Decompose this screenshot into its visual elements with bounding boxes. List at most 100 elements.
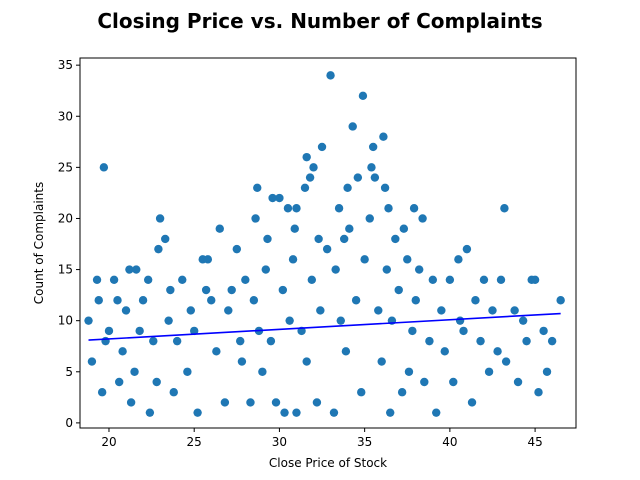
data-point	[246, 398, 255, 407]
y-axis-label: Count of Complaints	[32, 182, 46, 304]
x-tick-label: 20	[101, 435, 116, 449]
data-point	[201, 285, 211, 295]
data-point	[275, 193, 284, 203]
data-point	[476, 336, 485, 346]
data-point	[501, 357, 511, 366]
data-point	[227, 285, 236, 295]
data-point	[425, 336, 434, 346]
data-point	[380, 183, 390, 193]
data-point	[154, 244, 163, 254]
data-point	[397, 388, 407, 397]
data-point	[358, 91, 368, 101]
data-point	[145, 408, 155, 417]
data-point	[126, 398, 136, 407]
data-point	[193, 408, 202, 417]
y-tick-label: 0	[65, 416, 73, 430]
data-point	[437, 306, 446, 315]
y-axis: 0 5 10 15 20 25 30 35	[58, 58, 80, 430]
y-tick-label: 30	[58, 109, 73, 123]
y-tick-label: 20	[58, 211, 73, 225]
data-point	[351, 296, 361, 305]
data-point	[183, 367, 192, 376]
x-tick-label: 25	[187, 435, 202, 449]
data-point	[84, 316, 93, 325]
data-point	[367, 163, 376, 172]
data-point	[404, 367, 414, 376]
y-tick-label: 35	[58, 58, 73, 72]
data-point	[161, 234, 170, 244]
data-point	[166, 285, 175, 295]
data-point	[357, 388, 366, 397]
data-point	[467, 398, 477, 407]
data-point	[379, 132, 388, 141]
chart-title: Closing Price vs. Number of Complaints	[97, 9, 542, 33]
data-point	[322, 244, 332, 254]
data-point	[307, 275, 317, 284]
data-point	[353, 173, 363, 182]
data-point	[207, 296, 216, 305]
data-point	[428, 275, 438, 284]
data-point	[530, 275, 540, 284]
data-point	[329, 408, 339, 417]
data-point	[341, 347, 351, 356]
data-point	[253, 183, 262, 193]
data-point	[104, 326, 114, 336]
data-point	[152, 377, 161, 387]
data-point	[510, 306, 519, 315]
data-point	[411, 296, 420, 305]
data-point	[370, 173, 380, 182]
data-point	[513, 377, 523, 387]
x-axis-label: Close Price of Stock	[269, 456, 387, 470]
data-point	[471, 296, 480, 305]
data-point	[258, 367, 267, 376]
data-point	[391, 234, 400, 244]
data-point	[496, 275, 506, 284]
data-point	[459, 326, 468, 336]
data-point	[316, 306, 325, 315]
data-point	[135, 326, 144, 336]
data-point	[317, 142, 327, 152]
data-point	[92, 275, 102, 284]
data-point	[251, 214, 260, 223]
data-point	[212, 347, 221, 356]
y-tick-label: 15	[58, 263, 73, 277]
data-point	[109, 275, 119, 284]
data-point	[149, 336, 158, 346]
data-point	[420, 377, 429, 387]
data-point	[224, 306, 233, 315]
data-point	[414, 265, 424, 274]
data-point	[374, 306, 383, 315]
data-point	[169, 388, 178, 397]
data-point	[314, 234, 323, 244]
data-point	[278, 285, 288, 295]
plot-frame	[79, 57, 577, 429]
data-point	[130, 367, 139, 376]
data-point	[455, 316, 465, 325]
data-point	[99, 163, 109, 172]
data-point	[408, 326, 417, 336]
x-tick-label: 45	[527, 435, 542, 449]
data-point	[449, 377, 458, 387]
data-point	[312, 398, 322, 407]
data-point	[539, 326, 548, 336]
data-point	[440, 347, 449, 356]
data-point	[454, 255, 463, 264]
data-point	[164, 316, 173, 325]
data-point	[186, 306, 195, 315]
data-point	[445, 275, 455, 284]
data-point	[268, 193, 277, 203]
data-point	[132, 265, 141, 274]
data-point	[302, 152, 311, 162]
data-point	[125, 265, 134, 274]
data-point	[382, 265, 391, 274]
trend-layer	[88, 312, 561, 341]
trend-line	[88, 312, 561, 341]
data-point	[343, 183, 352, 193]
y-tick-label: 25	[58, 160, 73, 174]
data-point	[271, 398, 281, 407]
data-point	[488, 306, 497, 315]
data-point	[334, 204, 344, 213]
data-point	[115, 377, 124, 387]
data-point	[290, 224, 299, 233]
data-point	[377, 357, 386, 366]
